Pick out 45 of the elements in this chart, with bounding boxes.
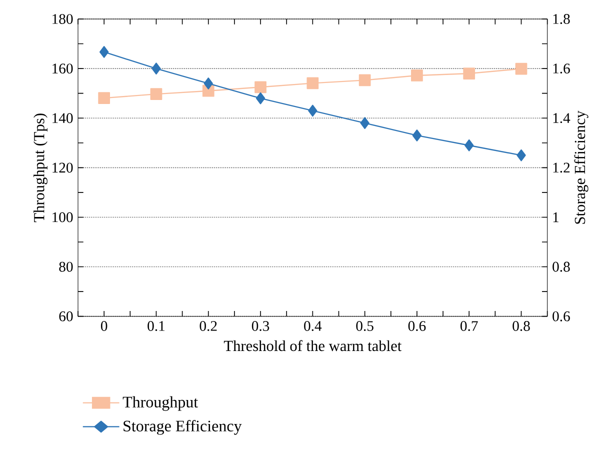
y2-tick-label: 1.4 bbox=[553, 113, 570, 124]
point bbox=[204, 77, 213, 90]
y-tick-label: 100 bbox=[52, 212, 73, 222]
x-tick-label: 0.7 bbox=[460, 321, 478, 332]
point bbox=[98, 92, 110, 104]
x-tick-label: 0.6 bbox=[408, 321, 426, 332]
y-tick-label: 120 bbox=[52, 162, 73, 173]
point bbox=[150, 88, 162, 100]
y2-tick-label: 0.6 bbox=[552, 311, 570, 322]
point bbox=[306, 77, 319, 90]
x-tick-label: 0 bbox=[100, 321, 108, 331]
x-tick-label: 0.3 bbox=[252, 321, 270, 332]
x-tick-label: 0.2 bbox=[200, 321, 217, 332]
y-tick-label: 180 bbox=[52, 14, 73, 24]
point bbox=[308, 104, 318, 117]
y-axis-title: Throughput (Tps) bbox=[34, 114, 48, 222]
point bbox=[254, 81, 266, 94]
y-tick-label: 140 bbox=[52, 113, 73, 124]
legend-label: Storage Efficiency bbox=[124, 420, 242, 435]
point bbox=[99, 46, 109, 58]
x-tick-label: 0.5 bbox=[356, 321, 374, 332]
point bbox=[412, 130, 422, 142]
y-tick-label: 160 bbox=[52, 64, 73, 74]
x-tick-label: 0.8 bbox=[512, 321, 530, 332]
y2-axis-title: Storage Efficiency bbox=[574, 110, 588, 224]
x-tick-label: 0.4 bbox=[304, 321, 322, 332]
point bbox=[152, 62, 161, 74]
legend-label: Throughput bbox=[122, 396, 198, 411]
y2-tick-label: 1.8 bbox=[553, 14, 570, 24]
point bbox=[256, 92, 266, 104]
x-tick-label: 0.1 bbox=[148, 321, 164, 332]
point bbox=[515, 62, 528, 75]
point bbox=[463, 68, 476, 80]
point bbox=[360, 117, 370, 130]
y-tick-label: 80 bbox=[59, 262, 73, 272]
point bbox=[464, 139, 474, 152]
point bbox=[411, 70, 423, 82]
point bbox=[358, 74, 371, 86]
y2-tick-label: 0.8 bbox=[552, 262, 570, 272]
y2-tick-label: 1.6 bbox=[553, 64, 570, 74]
y2-tick-label: 1 bbox=[553, 212, 558, 222]
y-tick-label: 60 bbox=[59, 311, 73, 322]
y2-tick-label: 1.2 bbox=[553, 162, 570, 173]
x-axis-title: Threshold of the warm tablet bbox=[224, 340, 402, 352]
point bbox=[516, 149, 526, 162]
